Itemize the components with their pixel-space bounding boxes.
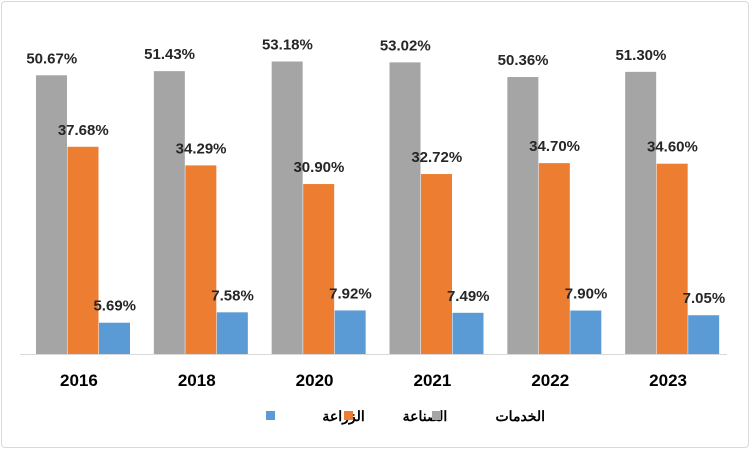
- bar-2021-2: [452, 312, 484, 354]
- data-label: 37.68%: [58, 122, 109, 139]
- data-label: 32.72%: [411, 149, 462, 166]
- data-label: 5.69%: [93, 298, 136, 315]
- bar-2020-0: [271, 61, 303, 354]
- legend-swatch-icon: [266, 411, 275, 420]
- data-label: 7.05%: [683, 290, 726, 307]
- data-label: 34.60%: [647, 139, 698, 156]
- bar-2020-2: [334, 310, 366, 354]
- bar-2016-1: [67, 146, 99, 354]
- bar-2021-1: [421, 174, 452, 354]
- bar-2023-1: [656, 163, 688, 354]
- legend-label: الزراعة: [322, 408, 364, 425]
- data-label: 7.92%: [329, 285, 372, 302]
- data-label: 34.70%: [529, 138, 580, 155]
- data-label: 7.49%: [447, 288, 490, 305]
- data-label: 7.58%: [211, 287, 254, 304]
- bar-2023-2: [688, 315, 720, 354]
- x-tick-label: 2021: [414, 371, 452, 390]
- data-label: 53.18%: [262, 37, 313, 54]
- data-label: 34.29%: [176, 140, 227, 157]
- data-label: 7.90%: [565, 286, 608, 303]
- x-tick-label: 2022: [531, 371, 569, 390]
- bar-2016-2: [99, 322, 130, 354]
- bar-2021-0: [389, 62, 421, 354]
- data-label: 50.36%: [498, 52, 549, 69]
- legend-swatch-icon: [432, 411, 441, 420]
- bar-2022-0: [507, 77, 539, 355]
- bar-2022-2: [570, 310, 602, 354]
- bar-2018-2: [216, 312, 248, 354]
- x-tick-label: 2016: [60, 371, 98, 390]
- bar-2023-0: [625, 71, 657, 354]
- data-label: 51.30%: [615, 47, 666, 64]
- bar-2022-1: [538, 163, 570, 354]
- bar-2018-1: [185, 165, 217, 354]
- data-label: 51.43%: [144, 46, 195, 63]
- x-tick-label: 2020: [296, 371, 334, 390]
- bar-2020-1: [303, 184, 335, 354]
- bar-2018-0: [153, 71, 185, 354]
- x-tick-label: 2023: [649, 371, 687, 390]
- data-label: 50.67%: [26, 50, 77, 67]
- bar-2016-0: [36, 75, 67, 354]
- data-label: 30.90%: [293, 159, 344, 176]
- legend-swatch-icon: [344, 411, 353, 420]
- data-label: 53.02%: [380, 37, 431, 54]
- legend-label: الخدمات: [496, 408, 546, 424]
- x-tick-label: 2018: [178, 371, 216, 390]
